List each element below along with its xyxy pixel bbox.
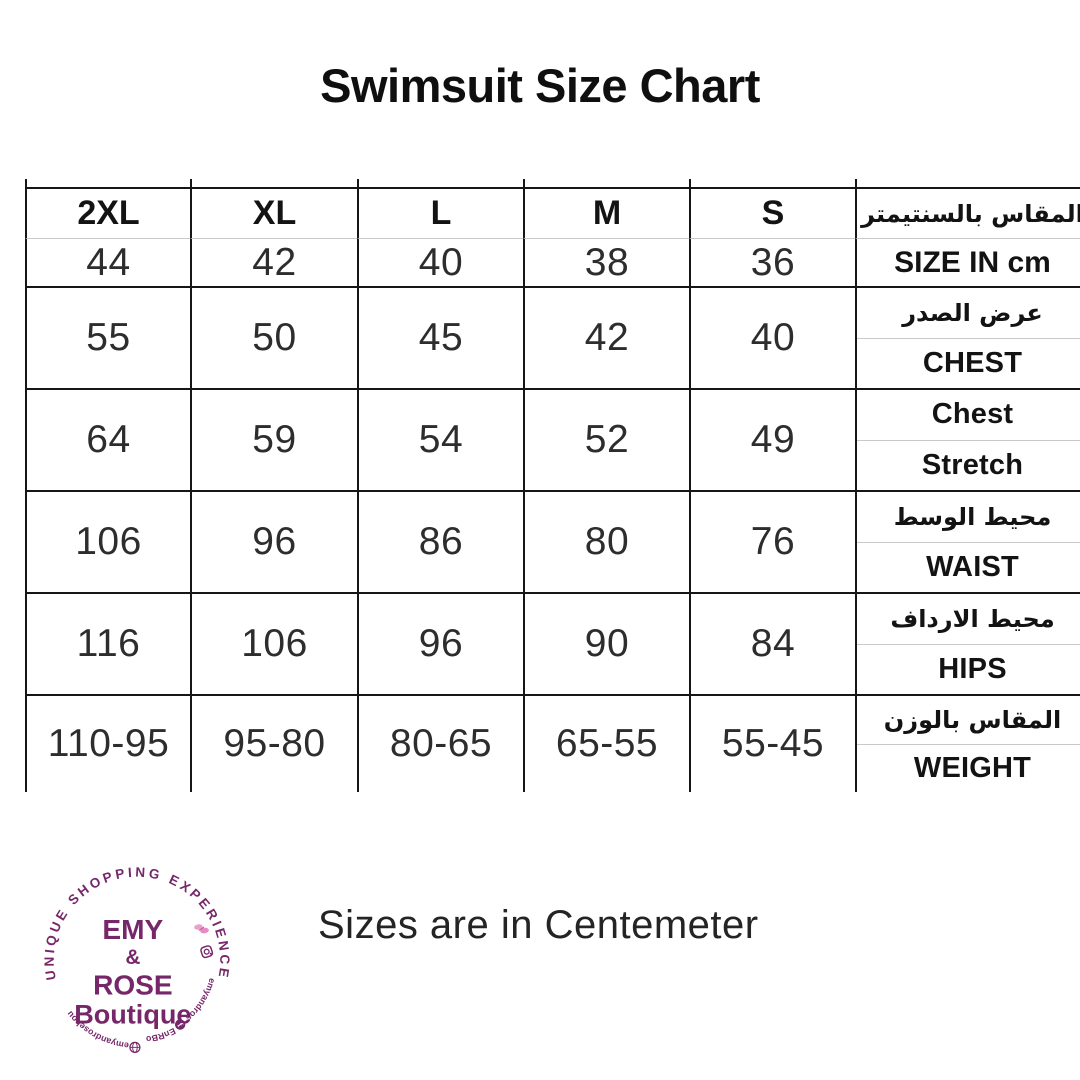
col-header-2xl: 2XL: [25, 189, 190, 239]
header-label-english: SIZE IN cm: [855, 239, 1080, 288]
col-header-m: M: [523, 189, 689, 239]
size-chart-table: 2XL XL L M S المقاس بالسنتيمتر 44 42 40 …: [25, 179, 1080, 792]
chest-stretch-value-cell: 59: [190, 390, 357, 492]
svg-text:f: f: [176, 1021, 185, 1029]
waist-value-cell: 106: [25, 492, 190, 594]
hips-value-cell: 84: [689, 594, 855, 696]
col-header-xl: XL: [190, 189, 357, 239]
chest-value-cell: 45: [357, 288, 523, 390]
row-label-english: HIPS: [938, 652, 1007, 685]
instagram-icon: [200, 945, 214, 959]
units-note: Sizes are in Centemeter: [318, 903, 759, 947]
table-top-tick: [190, 179, 192, 187]
hips-value-cell: 116: [25, 594, 190, 696]
waist-value-cell: 80: [523, 492, 689, 594]
weight-value-cell: 95-80: [190, 696, 357, 792]
hips-value-cell: 96: [357, 594, 523, 696]
logo-name-line3: ROSE: [93, 969, 173, 1000]
hips-value-cell: 90: [523, 594, 689, 696]
weight-value-cell: 80-65: [357, 696, 523, 792]
boutique-logo: UNIQUE SHOPPING EXPERIENCE EMY & ROSE Bo…: [33, 856, 229, 1053]
chest-stretch-value-cell: 49: [689, 390, 855, 492]
logo-name-line1: EMY: [102, 914, 163, 945]
table-top-tick: [523, 179, 525, 187]
logo-name-line2: &: [125, 946, 140, 969]
size-value-cell: 38: [523, 239, 689, 288]
row-label-english: WAIST: [926, 550, 1019, 583]
globe-icon: [129, 1041, 141, 1053]
row-label-weight: المقاس بالوزن WEIGHT: [855, 696, 1080, 792]
row-label-chest-stretch: Chest Stretch: [855, 390, 1080, 492]
size-value-cell: 36: [689, 239, 855, 288]
row-label-chest: عرض الصدر CHEST: [855, 288, 1080, 390]
chest-value-cell: 50: [190, 288, 357, 390]
row-label-arabic: محيط الارداف: [857, 594, 1080, 645]
size-value-cell: 40: [357, 239, 523, 288]
chest-stretch-value-cell: 54: [357, 390, 523, 492]
butterfly-icon: [194, 924, 209, 934]
row-label-english: CHEST: [922, 346, 1023, 379]
size-value-cell: 42: [190, 239, 357, 288]
chest-value-cell: 42: [523, 288, 689, 390]
table-top-tick: [855, 179, 857, 187]
hips-value-cell: 106: [190, 594, 357, 696]
table-top-tick: [357, 179, 359, 187]
weight-value-cell: 110-95: [25, 696, 190, 792]
waist-value-cell: 86: [357, 492, 523, 594]
table-top-tick: [689, 179, 691, 187]
waist-value-cell: 96: [190, 492, 357, 594]
row-label-arabic: محيط الوسط: [857, 492, 1080, 543]
row-label-arabic: المقاس بالوزن: [857, 696, 1080, 745]
table-top-tick: [25, 179, 27, 187]
row-label-line1: Chest: [857, 390, 1080, 441]
chest-value-cell: 40: [689, 288, 855, 390]
col-header-s: S: [689, 189, 855, 239]
chest-stretch-value-cell: 52: [523, 390, 689, 492]
col-header-l: L: [357, 189, 523, 239]
chest-stretch-value-cell: 64: [25, 390, 190, 492]
weight-value-cell: 65-55: [523, 696, 689, 792]
row-label-waist: محيط الوسط WAIST: [855, 492, 1080, 594]
row-label-arabic: عرض الصدر: [857, 288, 1080, 339]
weight-value-cell: 55-45: [689, 696, 855, 792]
size-value-cell: 44: [25, 239, 190, 288]
header-label-arabic: المقاس بالسنتيمتر: [855, 189, 1080, 239]
row-label-english: WEIGHT: [913, 751, 1032, 784]
waist-value-cell: 76: [689, 492, 855, 594]
logo-name-line4: Boutique: [74, 999, 191, 1029]
row-label-hips: محيط الارداف HIPS: [855, 594, 1080, 696]
facebook-icon: f: [174, 1019, 186, 1030]
row-label-line2: Stretch: [921, 448, 1024, 481]
page-title: Swimsuit Size Chart: [320, 59, 760, 112]
chest-value-cell: 55: [25, 288, 190, 390]
